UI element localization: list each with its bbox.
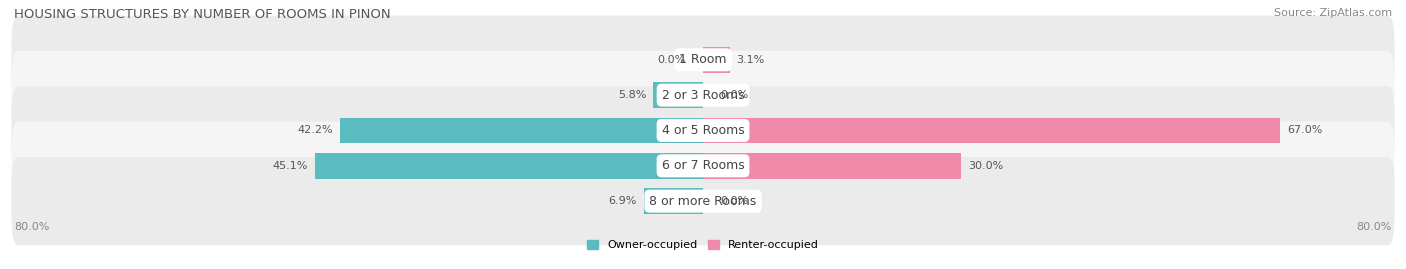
FancyBboxPatch shape	[11, 51, 1395, 139]
Bar	[315, 153, 703, 179]
Bar	[652, 82, 703, 108]
Text: 0.0%: 0.0%	[658, 55, 686, 65]
Text: 4 or 5 Rooms: 4 or 5 Rooms	[662, 124, 744, 137]
Text: 42.2%: 42.2%	[297, 125, 333, 136]
Text: 6 or 7 Rooms: 6 or 7 Rooms	[662, 159, 744, 172]
FancyBboxPatch shape	[11, 157, 1395, 245]
Text: 1 Room: 1 Room	[679, 53, 727, 66]
Bar	[644, 188, 703, 214]
Text: 45.1%: 45.1%	[273, 161, 308, 171]
Text: 8 or more Rooms: 8 or more Rooms	[650, 195, 756, 208]
Text: 80.0%: 80.0%	[1357, 222, 1392, 232]
Bar	[703, 47, 730, 73]
FancyBboxPatch shape	[11, 16, 1395, 104]
Text: Source: ZipAtlas.com: Source: ZipAtlas.com	[1274, 8, 1392, 18]
Text: 0.0%: 0.0%	[720, 196, 748, 206]
Bar	[340, 118, 703, 143]
Text: 80.0%: 80.0%	[14, 222, 49, 232]
Text: HOUSING STRUCTURES BY NUMBER OF ROOMS IN PINON: HOUSING STRUCTURES BY NUMBER OF ROOMS IN…	[14, 8, 391, 21]
FancyBboxPatch shape	[11, 122, 1395, 210]
Legend: Owner-occupied, Renter-occupied: Owner-occupied, Renter-occupied	[582, 235, 824, 255]
Text: 6.9%: 6.9%	[609, 196, 637, 206]
Text: 3.1%: 3.1%	[737, 55, 765, 65]
FancyBboxPatch shape	[11, 86, 1395, 175]
Text: 5.8%: 5.8%	[617, 90, 647, 100]
Bar	[703, 118, 1279, 143]
Text: 30.0%: 30.0%	[969, 161, 1004, 171]
Text: 2 or 3 Rooms: 2 or 3 Rooms	[662, 89, 744, 102]
Bar	[703, 153, 962, 179]
Text: 0.0%: 0.0%	[720, 90, 748, 100]
Text: 67.0%: 67.0%	[1286, 125, 1322, 136]
